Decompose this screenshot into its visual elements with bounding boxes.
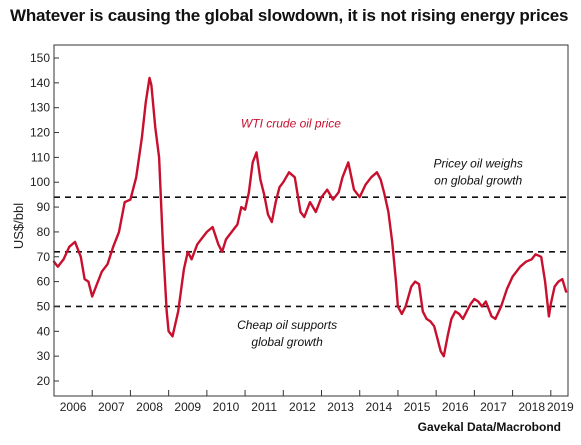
x-tick-label: 2007 bbox=[98, 400, 125, 414]
x-tick-label: 2011 bbox=[251, 400, 277, 414]
x-tick-label: 2018 bbox=[518, 400, 545, 414]
x-tick-label: 2019 bbox=[547, 400, 574, 414]
y-tick-label: 120 bbox=[30, 126, 50, 140]
y-tick-label: 30 bbox=[37, 349, 51, 363]
x-tick-label: 2014 bbox=[365, 400, 392, 414]
y-tick-label: 50 bbox=[37, 299, 51, 313]
reference-lines bbox=[54, 196, 568, 308]
chart-title: Whatever is causing the global slowdown,… bbox=[10, 6, 569, 25]
x-tick-label: 2006 bbox=[60, 400, 87, 414]
x-tick-label: 2015 bbox=[404, 400, 431, 414]
y-tick-label: 70 bbox=[37, 250, 51, 264]
annotation-text: Cheap oil supports bbox=[237, 318, 337, 332]
annotations: WTI crude oil price Pricey oil weighs on g… bbox=[237, 117, 523, 350]
y-axis-label: US$/bbl bbox=[11, 203, 26, 249]
annotation-text: Pricey oil weighs bbox=[434, 156, 523, 170]
y-tick-label: 110 bbox=[31, 150, 50, 164]
y-tick-label: 100 bbox=[30, 175, 50, 189]
x-tick-label: 2017 bbox=[480, 400, 507, 414]
y-tick-label: 80 bbox=[37, 225, 51, 239]
x-tick-label: 2013 bbox=[327, 400, 354, 414]
annotation-text: global growth bbox=[251, 335, 323, 349]
y-tick-label: 150 bbox=[30, 51, 50, 65]
series-label: WTI crude oil price bbox=[241, 117, 341, 131]
y-tick-label: 60 bbox=[37, 275, 51, 289]
y-tick-label: 130 bbox=[30, 101, 50, 115]
x-tick-label: 2010 bbox=[213, 400, 240, 414]
axes: 20 30 40 50 60 70 80 90 100 110 120 130 140 150 2006 20… bbox=[30, 44, 574, 414]
series-layer bbox=[52, 76, 568, 358]
x-tick-label: 2009 bbox=[174, 400, 201, 414]
y-tick-label: 20 bbox=[37, 374, 51, 388]
x-tick-label: 2016 bbox=[442, 400, 469, 414]
y-tick-label: 140 bbox=[30, 76, 50, 90]
plot-frame bbox=[53, 44, 569, 397]
annotation-text: on global growth bbox=[434, 174, 522, 188]
series-line-wti bbox=[52, 76, 568, 358]
x-tick-label: 2008 bbox=[136, 400, 163, 414]
y-tick-label: 40 bbox=[37, 324, 51, 338]
source-credit: Gavekal Data/Macrobond bbox=[417, 420, 561, 434]
x-tick-label: 2012 bbox=[289, 400, 316, 414]
y-tick-label: 90 bbox=[37, 200, 51, 214]
